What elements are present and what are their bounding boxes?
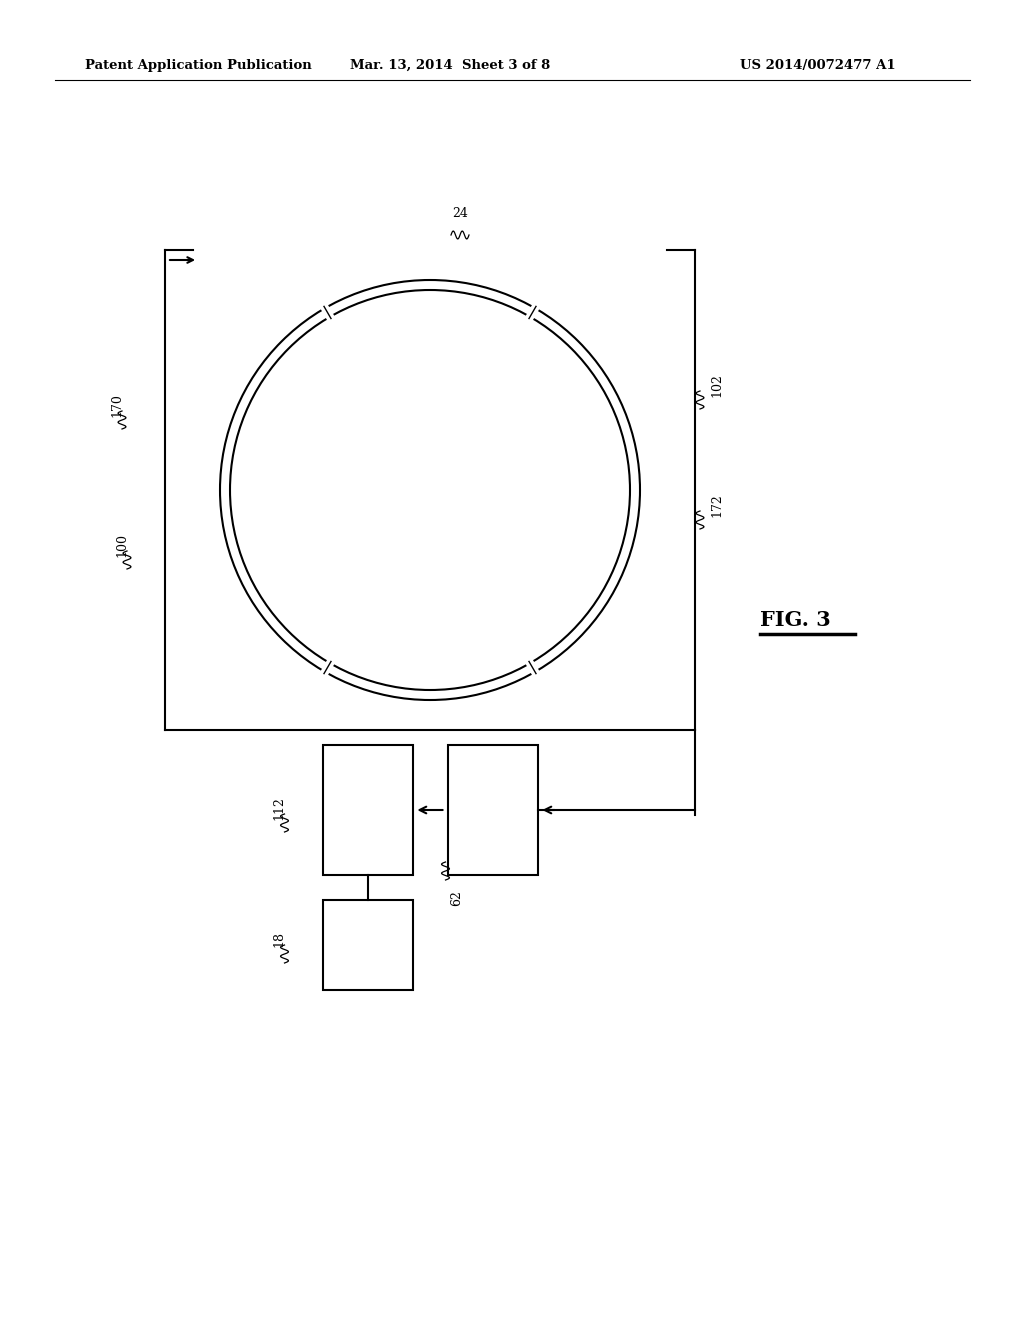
Bar: [323, 744, 413, 875]
Text: Mar. 13, 2014  Sheet 3 of 8: Mar. 13, 2014 Sheet 3 of 8: [350, 58, 550, 71]
Text: 18: 18: [272, 931, 286, 946]
Bar: [447, 744, 538, 875]
Text: Patent Application Publication: Patent Application Publication: [85, 58, 311, 71]
Text: US 2014/0072477 A1: US 2014/0072477 A1: [740, 58, 896, 71]
Text: 172: 172: [710, 494, 723, 517]
Text: 62: 62: [451, 890, 464, 906]
Bar: [323, 900, 413, 990]
Text: 112: 112: [272, 796, 286, 820]
Text: 102: 102: [710, 374, 723, 397]
Text: 100: 100: [115, 533, 128, 557]
Text: 170: 170: [110, 393, 123, 417]
Text: FIG. 3: FIG. 3: [760, 610, 830, 630]
Text: 24: 24: [452, 207, 468, 220]
